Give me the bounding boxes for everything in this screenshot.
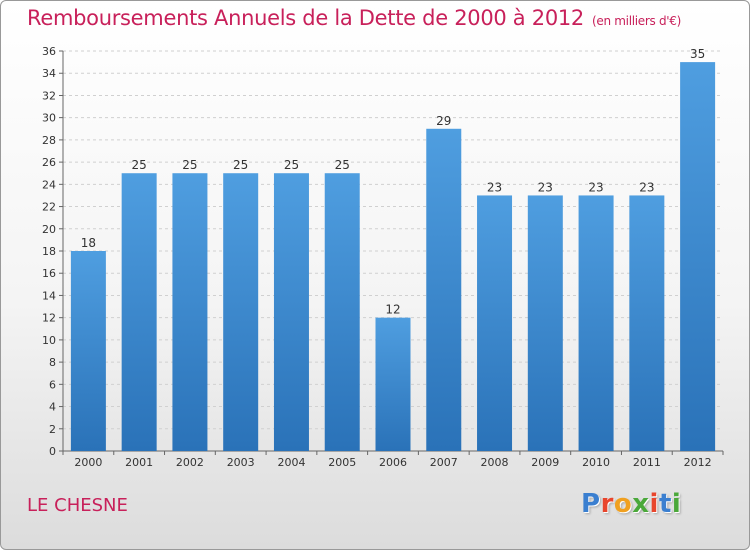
y-tick-label: 30	[42, 112, 56, 125]
data-label: 23	[487, 180, 502, 194]
bars	[70, 62, 716, 451]
logo-letter: i	[671, 489, 682, 519]
x-tick-label: 2005	[328, 456, 356, 469]
x-tick-label: 2010	[582, 456, 610, 469]
data-label: 25	[284, 158, 299, 172]
bar	[375, 317, 411, 451]
bar	[477, 195, 513, 451]
bar	[527, 195, 563, 451]
logo-letter: o	[613, 489, 633, 519]
y-tick-label: 0	[49, 445, 56, 458]
x-tick-label: 2002	[176, 456, 204, 469]
chart-title: Remboursements Annuels de la Dette de 20…	[27, 6, 681, 30]
city-name: LE CHESNE	[27, 495, 128, 516]
bar	[426, 128, 462, 451]
chart-title-text: Remboursements Annuels de la Dette de 20…	[27, 6, 584, 30]
bar	[680, 62, 716, 451]
y-tick-label: 12	[42, 312, 56, 325]
y-tick-label: 32	[42, 89, 56, 102]
bar	[172, 173, 208, 451]
x-tick-label: 2004	[277, 456, 305, 469]
data-label: 25	[233, 158, 248, 172]
proxiti-logo: Proxiti	[581, 489, 681, 519]
data-label: 23	[588, 180, 603, 194]
chart-unit: (en milliers d'€)	[592, 14, 682, 28]
y-tick-label: 28	[42, 134, 56, 147]
x-tick-label: 2012	[684, 456, 712, 469]
x-tick-label: 2001	[125, 456, 153, 469]
y-tick-label: 8	[49, 356, 56, 369]
logo-letter: r	[600, 489, 614, 519]
data-label: 25	[182, 158, 197, 172]
logo-letter: P	[581, 489, 601, 519]
y-tick-label: 10	[42, 334, 56, 347]
y-tick-label: 16	[42, 267, 56, 280]
bar	[629, 195, 665, 451]
x-tick-label: 2008	[481, 456, 509, 469]
y-tick-label: 14	[42, 289, 56, 302]
y-tick-label: 24	[42, 178, 56, 191]
bar	[324, 173, 360, 451]
y-tick-label: 2	[49, 423, 56, 436]
data-label: 23	[538, 180, 553, 194]
bar	[273, 173, 309, 451]
x-tick-label: 2003	[227, 456, 255, 469]
y-tick-label: 36	[42, 45, 56, 58]
value-labels: 18 25 25 25 25 25 12 29 23 23 23 23 35	[81, 47, 706, 317]
data-label: 29	[436, 114, 451, 128]
data-label: 23	[639, 180, 654, 194]
logo-letter: x	[632, 489, 650, 519]
y-tick-label: 22	[42, 201, 56, 214]
bar	[121, 173, 157, 451]
data-label: 35	[690, 47, 705, 61]
y-tick-label: 26	[42, 156, 56, 169]
x-tick-label: 2000	[74, 456, 102, 469]
data-label: 12	[385, 303, 400, 317]
x-tick-label: 2009	[531, 456, 559, 469]
data-label: 25	[335, 158, 350, 172]
x-tick-label: 2006	[379, 456, 407, 469]
y-tick-label: 18	[42, 245, 56, 258]
logo-letter: i	[649, 489, 659, 519]
bar	[223, 173, 259, 451]
y-tick-label: 6	[49, 378, 56, 391]
y-tick-label: 4	[49, 401, 56, 414]
data-label: 25	[132, 158, 147, 172]
x-tick-label: 2011	[633, 456, 661, 469]
data-label: 18	[81, 236, 96, 250]
y-tick-label: 34	[42, 67, 56, 80]
y-tick-label: 20	[42, 223, 56, 236]
x-tick-label: 2007	[430, 456, 458, 469]
logo-letter: t	[658, 489, 672, 519]
bar	[578, 195, 614, 451]
bar	[70, 251, 106, 451]
